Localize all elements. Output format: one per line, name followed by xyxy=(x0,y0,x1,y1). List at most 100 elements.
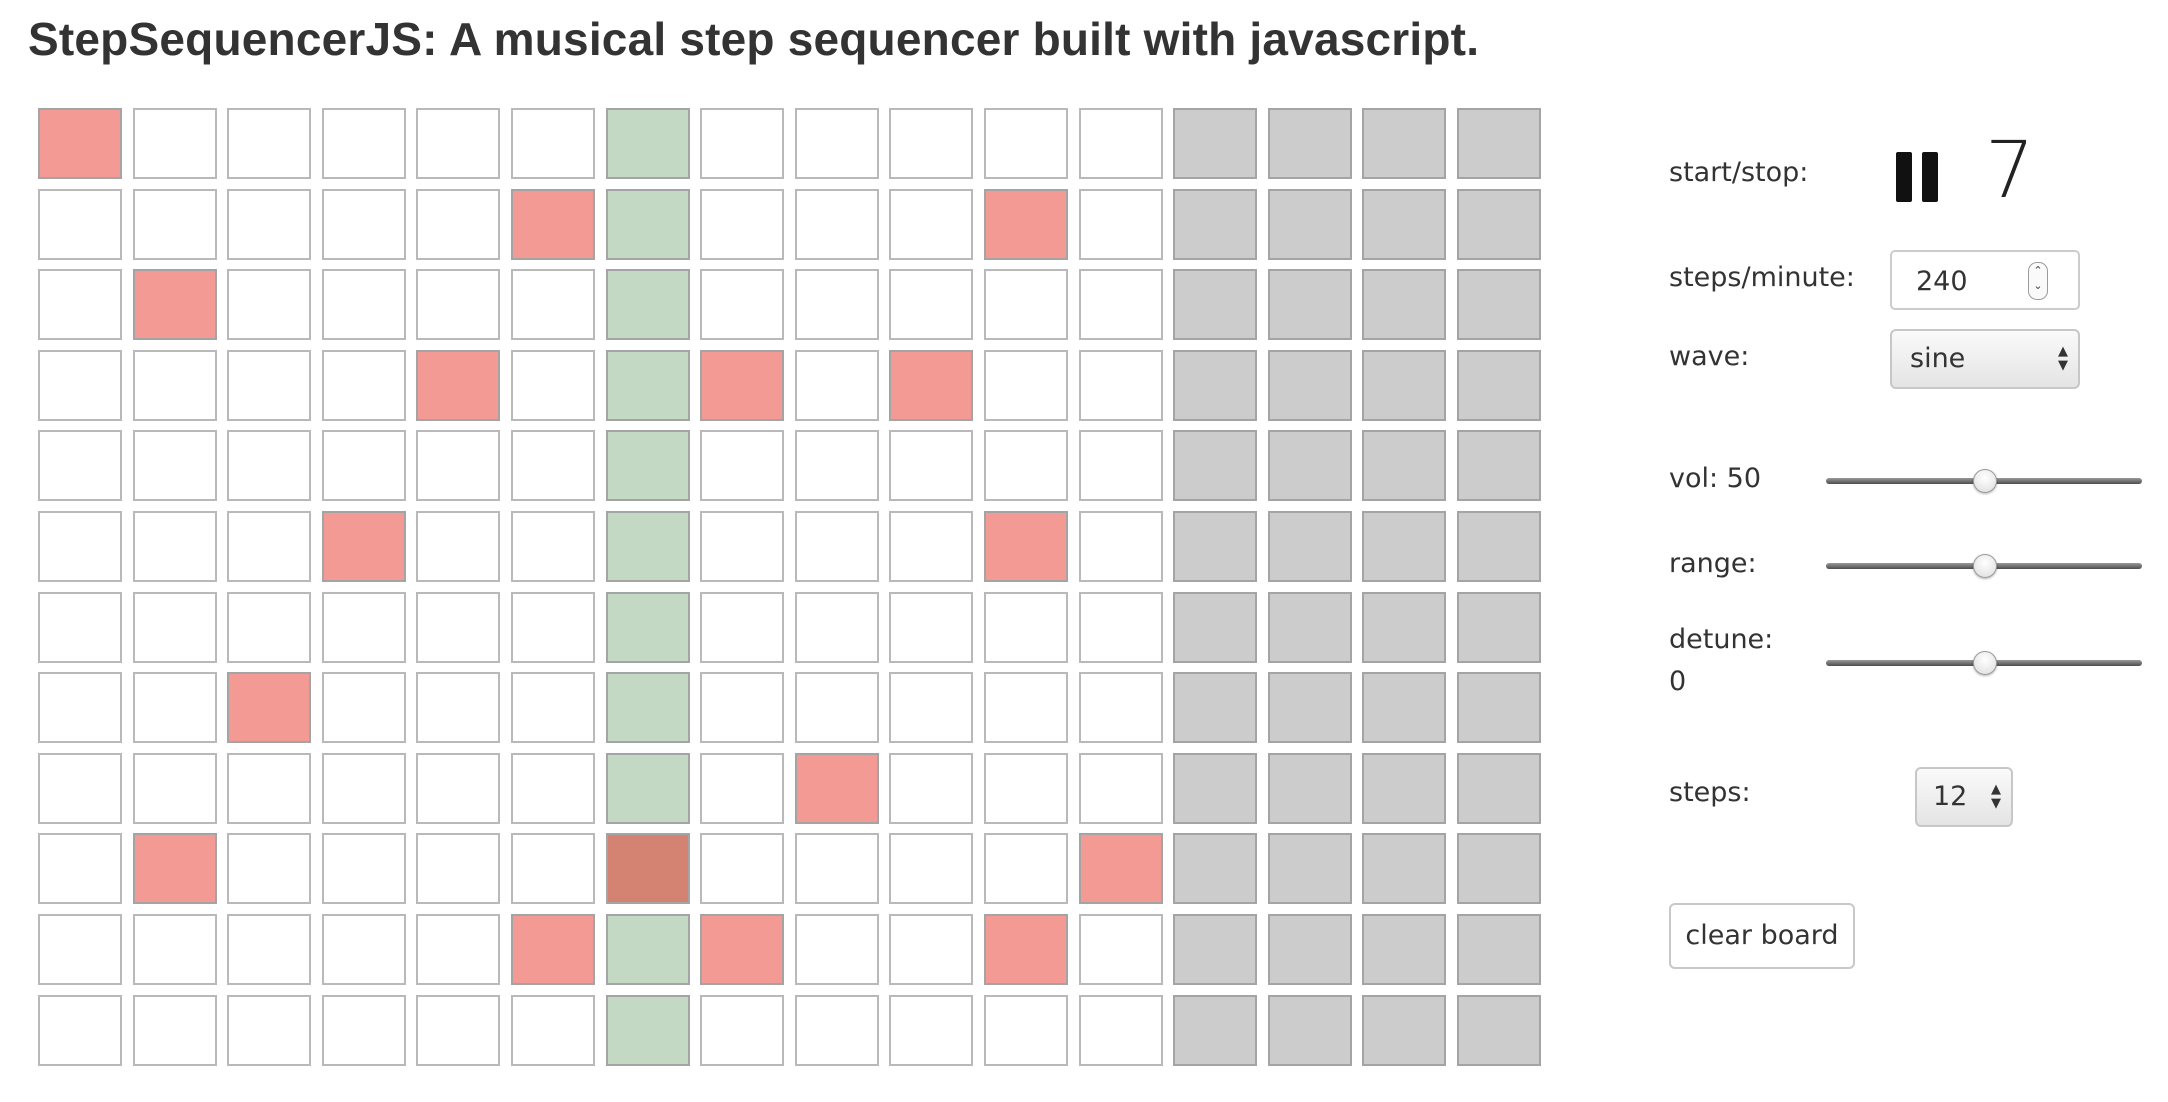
step-cell-r11-c8[interactable] xyxy=(700,914,785,985)
step-cell-r6-c10[interactable] xyxy=(889,511,974,582)
steps-select[interactable]: 12 ▲ ▼ xyxy=(1915,767,2013,827)
step-cell-r2-c12[interactable] xyxy=(1078,188,1163,260)
step-cell-r7-c3[interactable] xyxy=(227,591,312,663)
step-cell-r6-c5[interactable] xyxy=(416,511,501,582)
step-cell-r11-c1[interactable] xyxy=(38,914,122,985)
step-cell-r11-c9[interactable] xyxy=(794,914,879,985)
detune-slider-thumb[interactable] xyxy=(1973,651,1997,675)
clear-board-button[interactable]: clear board xyxy=(1669,903,1855,969)
vol-slider-thumb[interactable] xyxy=(1973,469,1997,493)
step-cell-r11-c3[interactable] xyxy=(227,914,312,985)
step-cell-r12-c12[interactable] xyxy=(1078,994,1163,1066)
step-cell-r6-c15[interactable] xyxy=(1362,511,1447,582)
step-cell-r8-c16[interactable] xyxy=(1457,672,1541,744)
step-cell-r11-c13[interactable] xyxy=(1173,914,1258,985)
step-cell-r2-c9[interactable] xyxy=(794,188,879,260)
step-cell-r6-c4[interactable] xyxy=(321,511,406,582)
step-cell-r12-c6[interactable] xyxy=(511,994,595,1066)
step-cell-r7-c7[interactable] xyxy=(605,591,690,663)
step-cell-r1-c11[interactable] xyxy=(984,108,1068,179)
step-cell-r11-c5[interactable] xyxy=(416,914,501,985)
step-cell-r9-c1[interactable] xyxy=(38,752,122,824)
step-cell-r10-c6[interactable] xyxy=(511,833,595,905)
step-cell-r5-c1[interactable] xyxy=(38,430,122,502)
step-cell-r1-c12[interactable] xyxy=(1078,108,1163,179)
step-cell-r10-c13[interactable] xyxy=(1173,833,1258,905)
step-cell-r2-c4[interactable] xyxy=(321,188,406,260)
step-cell-r11-c14[interactable] xyxy=(1267,914,1352,985)
step-cell-r2-c10[interactable] xyxy=(889,188,974,260)
step-cell-r12-c3[interactable] xyxy=(227,994,312,1066)
step-cell-r7-c16[interactable] xyxy=(1457,591,1541,663)
step-cell-r12-c1[interactable] xyxy=(38,994,122,1066)
step-cell-r6-c16[interactable] xyxy=(1457,511,1541,582)
step-cell-r7-c11[interactable] xyxy=(984,591,1068,663)
detune-slider[interactable] xyxy=(1826,648,2142,678)
step-cell-r1-c2[interactable] xyxy=(132,108,217,179)
step-cell-r3-c15[interactable] xyxy=(1362,269,1447,341)
step-cell-r8-c7[interactable] xyxy=(605,672,690,744)
step-cell-r3-c6[interactable] xyxy=(511,269,595,341)
step-cell-r7-c15[interactable] xyxy=(1362,591,1447,663)
step-cell-r1-c4[interactable] xyxy=(321,108,406,179)
step-cell-r2-c15[interactable] xyxy=(1362,188,1447,260)
step-cell-r8-c6[interactable] xyxy=(511,672,595,744)
step-cell-r8-c8[interactable] xyxy=(700,672,785,744)
step-cell-r7-c5[interactable] xyxy=(416,591,501,663)
step-cell-r9-c15[interactable] xyxy=(1362,752,1447,824)
step-cell-r5-c10[interactable] xyxy=(889,430,974,502)
step-cell-r1-c7[interactable] xyxy=(605,108,690,179)
step-cell-r12-c2[interactable] xyxy=(132,994,217,1066)
step-cell-r12-c11[interactable] xyxy=(984,994,1068,1066)
step-cell-r8-c12[interactable] xyxy=(1078,672,1163,744)
step-cell-r9-c4[interactable] xyxy=(321,752,406,824)
step-cell-r5-c3[interactable] xyxy=(227,430,312,502)
step-cell-r11-c6[interactable] xyxy=(511,914,595,985)
step-cell-r3-c12[interactable] xyxy=(1078,269,1163,341)
step-cell-r2-c5[interactable] xyxy=(416,188,501,260)
step-cell-r12-c14[interactable] xyxy=(1267,994,1352,1066)
step-cell-r12-c4[interactable] xyxy=(321,994,406,1066)
step-cell-r10-c9[interactable] xyxy=(794,833,879,905)
step-cell-r8-c3[interactable] xyxy=(227,672,312,744)
step-cell-r8-c1[interactable] xyxy=(38,672,122,744)
step-cell-r1-c8[interactable] xyxy=(700,108,785,179)
step-cell-r5-c8[interactable] xyxy=(700,430,785,502)
vol-slider[interactable] xyxy=(1826,466,2142,496)
step-cell-r10-c7[interactable] xyxy=(605,833,690,905)
step-cell-r3-c14[interactable] xyxy=(1267,269,1352,341)
step-cell-r10-c5[interactable] xyxy=(416,833,501,905)
step-cell-r3-c8[interactable] xyxy=(700,269,785,341)
step-cell-r2-c6[interactable] xyxy=(511,188,595,260)
range-slider-thumb[interactable] xyxy=(1973,554,1997,578)
step-cell-r11-c16[interactable] xyxy=(1457,914,1541,985)
step-cell-r4-c12[interactable] xyxy=(1078,349,1163,421)
step-cell-r2-c11[interactable] xyxy=(984,188,1068,260)
step-cell-r5-c11[interactable] xyxy=(984,430,1068,502)
step-cell-r12-c15[interactable] xyxy=(1362,994,1447,1066)
step-cell-r8-c2[interactable] xyxy=(132,672,217,744)
step-cell-r2-c2[interactable] xyxy=(132,188,217,260)
step-cell-r10-c4[interactable] xyxy=(321,833,406,905)
step-cell-r12-c7[interactable] xyxy=(605,994,690,1066)
step-cell-r7-c9[interactable] xyxy=(794,591,879,663)
step-cell-r4-c9[interactable] xyxy=(794,349,879,421)
step-cell-r8-c11[interactable] xyxy=(984,672,1068,744)
step-cell-r10-c10[interactable] xyxy=(889,833,974,905)
step-cell-r1-c14[interactable] xyxy=(1267,108,1352,179)
step-cell-r3-c11[interactable] xyxy=(984,269,1068,341)
step-cell-r10-c14[interactable] xyxy=(1267,833,1352,905)
step-cell-r9-c12[interactable] xyxy=(1078,752,1163,824)
step-cell-r6-c3[interactable] xyxy=(227,511,312,582)
steps-per-minute-input[interactable]: 240 ⌃ ⌄ xyxy=(1890,250,2080,310)
step-cell-r5-c15[interactable] xyxy=(1362,430,1447,502)
step-cell-r3-c5[interactable] xyxy=(416,269,501,341)
step-cell-r10-c11[interactable] xyxy=(984,833,1068,905)
range-slider[interactable] xyxy=(1826,551,2142,581)
step-cell-r6-c9[interactable] xyxy=(794,511,879,582)
step-cell-r7-c14[interactable] xyxy=(1267,591,1352,663)
step-cell-r6-c12[interactable] xyxy=(1078,511,1163,582)
step-cell-r6-c14[interactable] xyxy=(1267,511,1352,582)
step-cell-r6-c1[interactable] xyxy=(38,511,122,582)
step-cell-r9-c6[interactable] xyxy=(511,752,595,824)
